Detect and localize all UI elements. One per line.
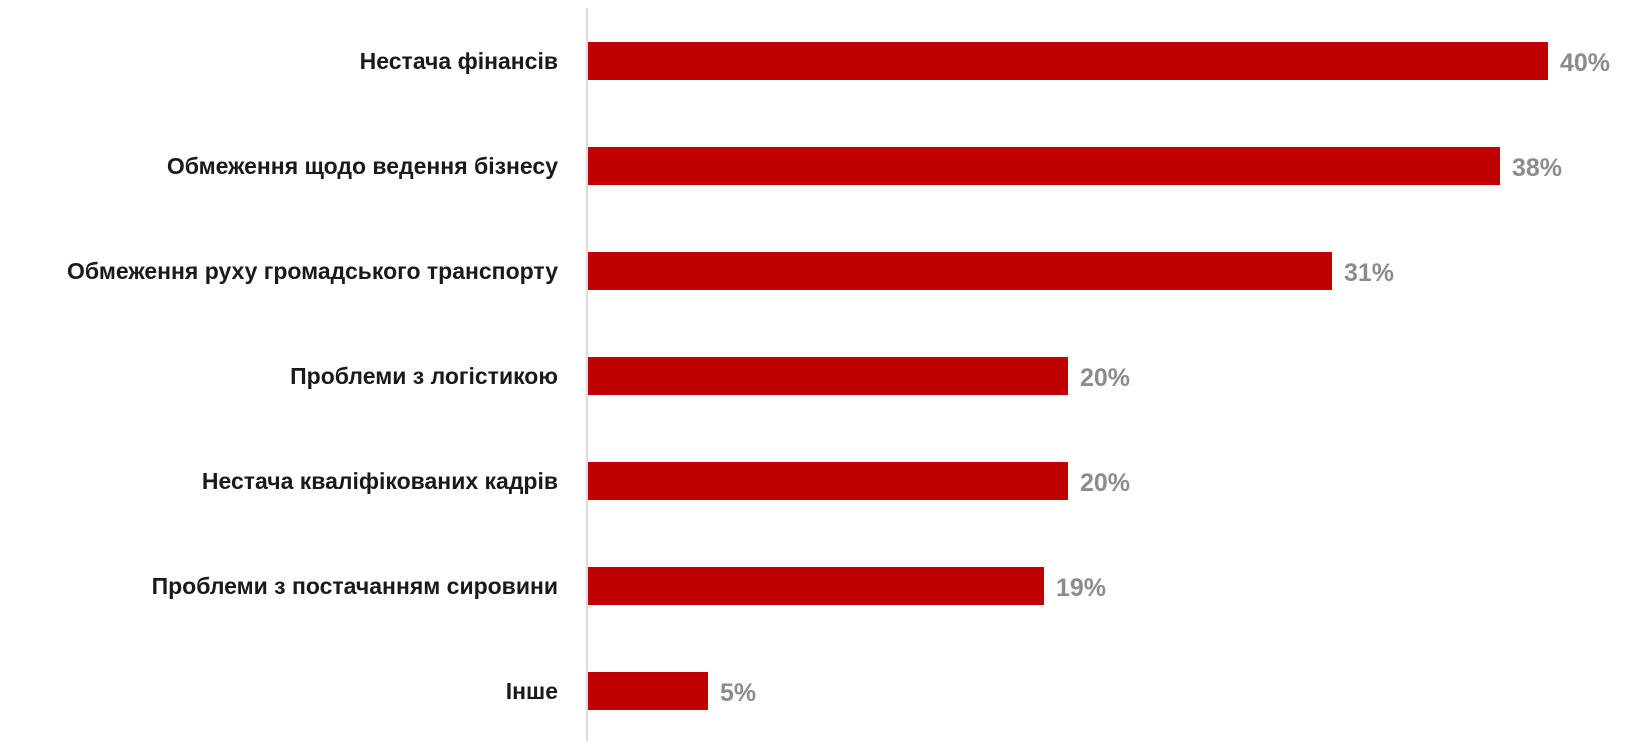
bar-row: Обмеження щодо ведення бізнесу 38% <box>167 147 1562 185</box>
value-label: 31% <box>1344 259 1394 287</box>
bar <box>588 147 1500 185</box>
value-label: 40% <box>1560 49 1610 77</box>
value-label: 20% <box>1080 469 1130 497</box>
category-label: Нестача кваліфікованих кадрів <box>202 468 558 494</box>
bar-row: Інше 5% <box>506 672 756 710</box>
bar-row: Проблеми з постачанням сировини 19% <box>152 567 1106 605</box>
bar <box>588 252 1332 290</box>
bar-row: Нестача кваліфікованих кадрів 20% <box>202 462 1130 500</box>
bar-row: Нестача фінансів 40% <box>360 42 1610 80</box>
bar <box>588 567 1044 605</box>
bar <box>588 357 1068 395</box>
value-label: 38% <box>1512 154 1562 182</box>
category-label: Обмеження руху громадського транспорту <box>67 258 558 284</box>
value-label: 5% <box>720 679 756 707</box>
value-label: 20% <box>1080 364 1130 392</box>
category-label: Обмеження щодо ведення бізнесу <box>167 153 558 179</box>
bar <box>588 672 708 710</box>
chart-rows: Нестача фінансів 40% Обмеження щодо веденн… <box>67 42 1610 710</box>
category-label: Проблеми з постачанням сировини <box>152 573 558 599</box>
bar-row: Проблеми з логістикою 20% <box>290 357 1130 395</box>
bar <box>588 42 1548 80</box>
category-label: Нестача фінансів <box>360 48 558 74</box>
bar-row: Обмеження руху громадського транспорту 31… <box>67 252 1394 290</box>
category-label: Інше <box>506 678 558 704</box>
category-label: Проблеми з логістикою <box>290 363 558 389</box>
value-label: 19% <box>1056 574 1106 602</box>
bar <box>588 462 1068 500</box>
